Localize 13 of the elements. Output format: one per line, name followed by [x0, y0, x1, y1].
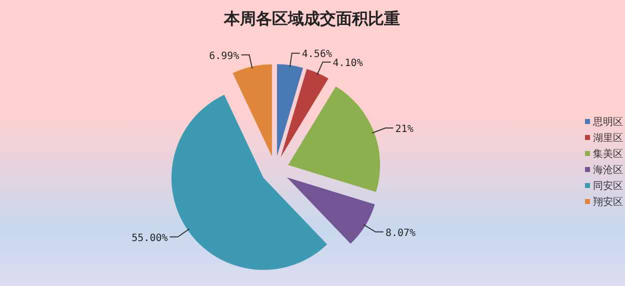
legend-label: 思明区 [592, 117, 623, 128]
data-label: 4.10% [332, 58, 363, 70]
legend-label: 海沧区 [593, 164, 623, 176]
data-label: 6.99% [209, 50, 240, 62]
chart-title: 本周各区域成交面积比重 [223, 9, 400, 28]
data-label: 21% [395, 124, 414, 136]
data-label: 55.00% [132, 232, 168, 244]
legend-label: 翔安区 [593, 196, 623, 208]
legend-label: 同安区 [593, 180, 623, 192]
data-label: 4.56% [302, 49, 332, 60]
legend-label: 集美区 [593, 148, 623, 160]
data-label: 8.07% [385, 228, 416, 239]
legend-label: 湖里区 [593, 132, 623, 144]
